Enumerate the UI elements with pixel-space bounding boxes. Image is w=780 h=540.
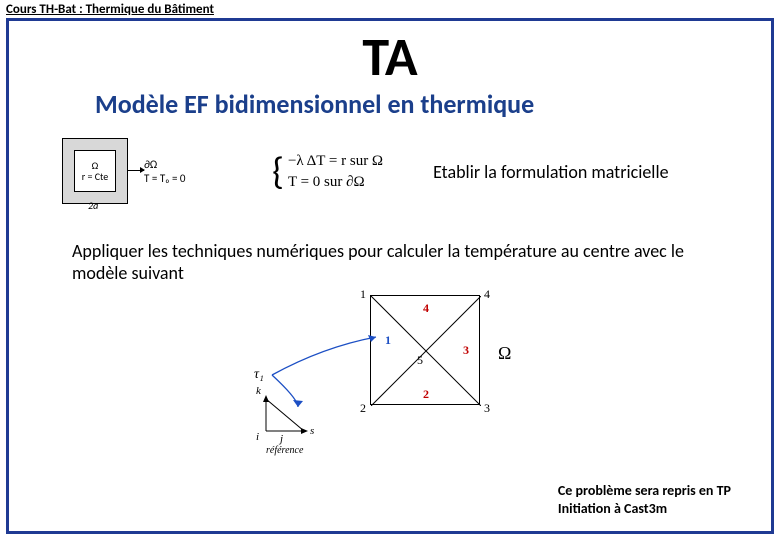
tau-arrow-icon: [268, 369, 368, 370]
slide-subtitle: Modèle EF bidimensionnel en thermique: [95, 88, 753, 120]
bc-line2: T = T₀ = 0: [144, 172, 186, 186]
course-header: Cours TH-Bat : Thermique du Bâtiment: [6, 2, 214, 17]
edge-4: 4: [423, 301, 429, 316]
edge-1: 1: [385, 333, 391, 348]
slide-frame: TA Modèle EF bidimensionnel en thermique…: [6, 18, 774, 534]
bc-text: ∂Ω T = T₀ = 0: [144, 158, 186, 187]
node-1: 1: [360, 287, 366, 302]
node-3: 3: [484, 401, 490, 416]
reference-triangle: k j i s référence: [258, 391, 318, 446]
edge-3: 3: [463, 343, 469, 358]
axis-i: i: [256, 431, 259, 443]
bc-line1: ∂Ω: [144, 158, 186, 172]
edge-2: 2: [423, 387, 429, 402]
domain-figure: Ω r = Cte 2a ∂Ω T = T₀ = 0: [62, 134, 202, 210]
equation-system: { −λ ΔT = r sur Ω T = 0 sur ∂Ω: [272, 149, 383, 195]
equation-2: T = 0 sur ∂Ω: [288, 172, 383, 193]
figure-row: Ω r = Cte 2a ∂Ω T = T₀ = 0 { −λ ΔT = r s…: [62, 134, 753, 210]
footer-line2: Initiation à Cast3m: [558, 500, 731, 518]
dimension-label: 2a: [88, 199, 98, 212]
bc-arrow: [128, 170, 144, 171]
mesh-figure: 1 4 2 3 5 4 2 3 1 Ω τ₁: [210, 291, 570, 441]
tau-label: τ₁: [254, 367, 264, 383]
node-5: 5: [417, 353, 423, 368]
instruction-paragraph: Appliquer les techniques numériques pour…: [72, 240, 733, 285]
axis-s: s: [310, 425, 314, 437]
mesh-omega: Ω: [498, 343, 511, 364]
footer-note: Ce problème sera repris en TP Initiation…: [558, 482, 731, 517]
reference-label: référence: [266, 445, 303, 456]
r-eq-label: r = Cte: [82, 171, 109, 182]
axis-j: j: [280, 433, 283, 445]
brace-icon: {: [272, 149, 284, 195]
axis-k: k: [256, 385, 261, 397]
slide-title: TA: [27, 29, 753, 86]
caption-formulation: Etablir la formulation matricielle: [433, 161, 668, 183]
node-4: 4: [484, 287, 490, 302]
footer-line1: Ce problème sera repris en TP: [558, 482, 731, 500]
equation-1: −λ ΔT = r sur Ω: [288, 151, 383, 172]
inner-square: Ω r = Cte: [74, 150, 116, 192]
